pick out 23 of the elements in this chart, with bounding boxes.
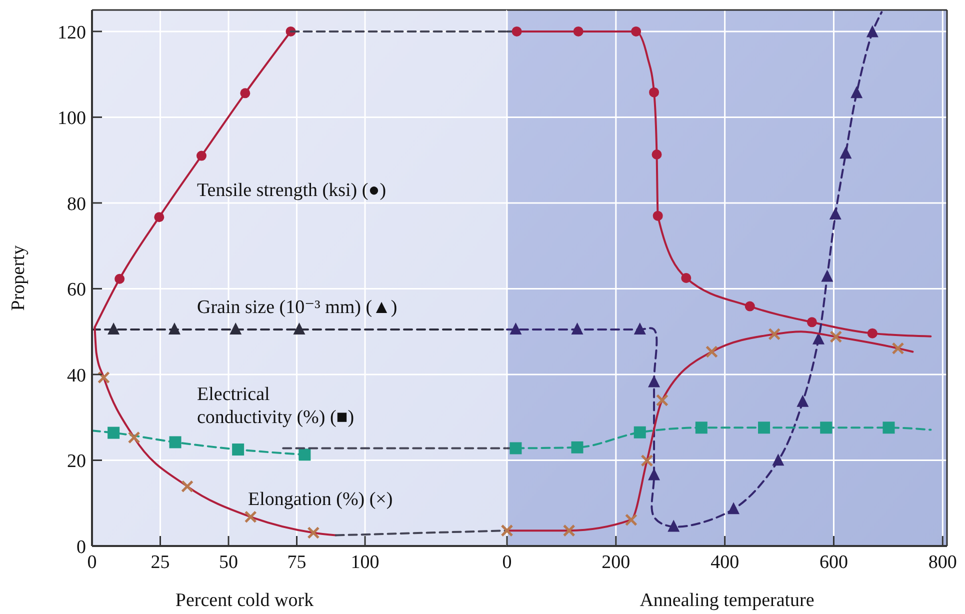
y-tick-label: 60 [67,280,86,301]
y-tick-label: 100 [58,108,86,130]
y-tick-label: 20 [67,451,86,472]
x-tick-label: 100 [350,552,380,573]
x-tick-label: 0 [502,552,512,573]
annotation: Tensile strength (ksi) (●) [197,180,386,201]
y-tick-label: 0 [76,537,86,558]
y-tick-label: 80 [67,194,86,215]
annotation: Elongation (%) (×) [248,489,393,510]
annotation: Electrical conductivity (%) (■) [197,384,354,428]
x-axis-title: Annealing temperature [640,590,814,611]
x-tick-label: 200 [602,552,630,573]
x-axis-title: Percent cold work [175,590,314,611]
x-tick-label: 25 [150,552,170,573]
y-tick-label: 120 [58,22,86,44]
x-tick-label: 400 [710,552,740,573]
y-tick-label: 40 [67,365,86,386]
x-tick-label: 600 [819,552,848,573]
x-tick-label: 75 [287,552,306,573]
y-axis-title: Property [8,244,29,311]
x-tick-label: 50 [219,552,238,573]
x-tick-label: 800 [928,552,957,573]
annotation: Grain size (10⁻³ mm) (▲) [197,297,398,318]
